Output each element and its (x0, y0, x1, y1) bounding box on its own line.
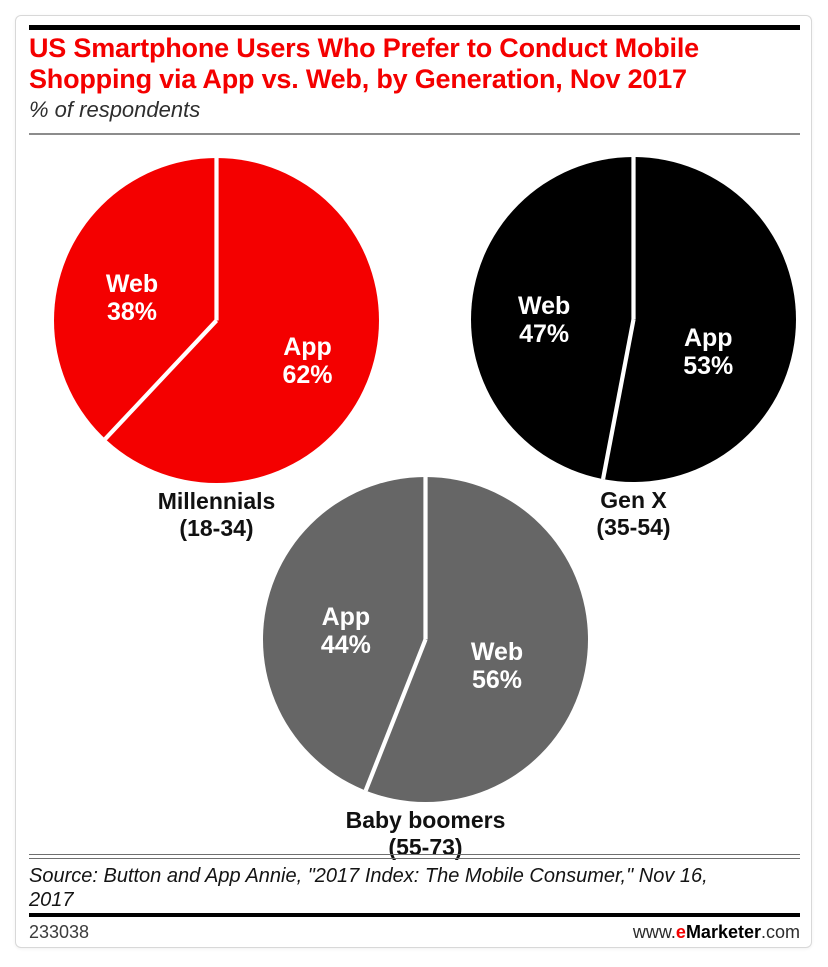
slice-percent: 53% (683, 352, 734, 380)
slice-name: Web (470, 637, 524, 666)
slice-label-app: App 44% (321, 603, 371, 659)
brand-e: e (675, 922, 686, 942)
brand-marketer: Marketer (685, 922, 761, 942)
slice-percent: 47% (519, 319, 570, 348)
slice-name: App (283, 333, 332, 362)
emarketer-brand: www.eMarketer.com (633, 922, 800, 943)
chart-subtitle: % of respondents (29, 97, 201, 122)
footer-divider (29, 913, 800, 917)
slice-name: Web (105, 269, 159, 298)
slice-percent: 62% (282, 361, 333, 390)
pie-millennials-svg (54, 158, 379, 483)
footer: 233038 www.eMarketer.com (29, 922, 800, 943)
slice-percent: 56% (471, 665, 523, 694)
source-line1: Source: Button and App Annie, "2017 Inde… (29, 865, 708, 887)
brand-www: www. (632, 922, 676, 942)
generation-age-range: (55-73) (388, 834, 463, 860)
brand-com: .com (760, 922, 800, 942)
top-accent-bar (29, 25, 800, 30)
source-note: Source: Button and App Annie, "2017 Inde… (29, 864, 800, 912)
slice-divider (363, 638, 428, 792)
pie-babyboomers-svg (263, 477, 588, 802)
header-divider (29, 133, 800, 135)
slice-label-app: App 62% (282, 333, 332, 389)
slice-label-web: Web 56% (471, 638, 523, 694)
pie-genx: App 53% Web 47% Gen X (35-54) (471, 157, 796, 540)
pie-caption-millennials: Millennials (18-34) (54, 488, 379, 542)
slice-name: App (683, 324, 733, 352)
generation-age-range: (18-34) (179, 515, 254, 541)
slice-label-web: Web 47% (518, 292, 570, 348)
pie-millennials: App 62% Web 38% Millennials (18-34) (54, 158, 379, 541)
slice-divider (600, 319, 636, 480)
slice-label-app: App 53% (683, 324, 733, 380)
generation-age-range: (35-54) (596, 514, 671, 540)
pie-caption-genx: Gen X (35-54) (471, 487, 796, 541)
source-divider (29, 854, 800, 859)
chart-title: US Smartphone Users Who Prefer to Conduc… (29, 33, 800, 95)
generation-name: Millennials (157, 488, 276, 514)
slice-name: App (321, 603, 371, 632)
generation-name: Gen X (600, 487, 667, 513)
chart-title-line1: US Smartphone Users Who Prefer to Conduc… (29, 33, 699, 63)
pie-babyboomers: Web 56% App 44% Baby boomers (55-73) (263, 477, 588, 860)
chart-id: 233038 (29, 922, 90, 942)
slice-divider (103, 319, 219, 441)
pie-caption-babyboomers: Baby boomers (55-73) (263, 807, 588, 861)
source-line2: 2017 (29, 889, 74, 911)
slice-label-web: Web 38% (106, 270, 158, 326)
slice-name: Web (517, 291, 571, 320)
chart-card: US Smartphone Users Who Prefer to Conduc… (15, 15, 812, 948)
slice-percent: 44% (320, 631, 371, 660)
generation-name: Baby boomers (345, 807, 506, 833)
slice-percent: 38% (106, 297, 158, 326)
pie-genx-svg (471, 157, 796, 482)
chart-title-line2: Shopping via App vs. Web, by Generation,… (29, 64, 687, 94)
